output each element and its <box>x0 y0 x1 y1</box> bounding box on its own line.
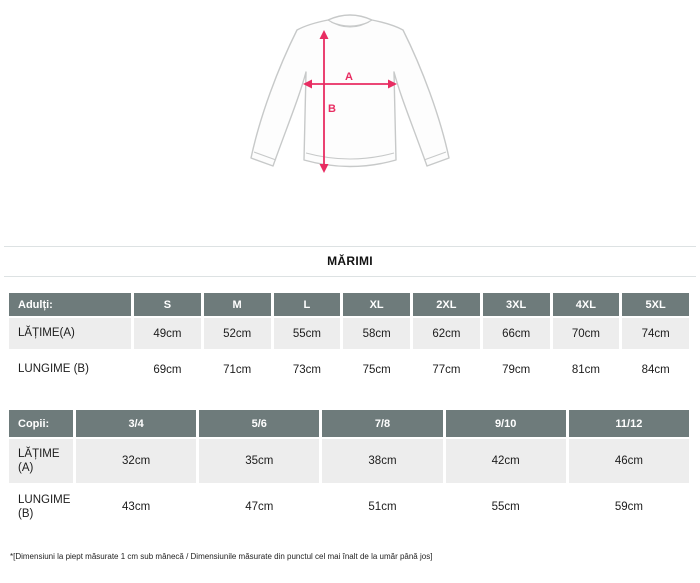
shirt-outline <box>250 14 450 168</box>
row-label: LĂȚIME(A) <box>9 318 131 349</box>
value-cell: 35cm <box>199 439 320 483</box>
arrowhead-up-icon <box>319 30 329 39</box>
adults-length-row: LUNGIME (B) 69cm 71cm 73cm 75cm 77cm 79c… <box>9 351 689 388</box>
size-header-cell: 11/12 <box>568 410 689 437</box>
children-width-row: LĂȚIME (A) 32cm 35cm 38cm 42cm 46cm <box>9 439 689 483</box>
row-label: LĂȚIME (A) <box>9 439 73 483</box>
value-cell: 47cm <box>199 485 320 529</box>
size-header-cell: 5XL <box>622 293 689 316</box>
size-header-cell: L <box>273 293 341 316</box>
value-cell: 79cm <box>482 351 550 388</box>
children-header-row: Copii: 3/4 5/6 7/8 9/10 11/12 <box>9 410 689 437</box>
value-cell: 42cm <box>445 439 566 483</box>
row-label: LUNGIME (B) <box>9 351 131 388</box>
arrowhead-down-icon <box>319 164 329 173</box>
value-cell: 74cm <box>622 318 689 349</box>
size-header-cell: XL <box>343 293 410 316</box>
size-header-cell: 3XL <box>482 293 550 316</box>
value-cell: 32cm <box>76 439 197 483</box>
length-arrow-label: B <box>328 103 336 115</box>
value-cell: 51cm <box>322 485 443 529</box>
width-arrow-label: A <box>345 71 353 83</box>
adults-group-label: Adulți: <box>9 293 131 316</box>
adults-size-table: Adulți: S M L XL 2XL 3XL 4XL 5XL LĂȚIME(… <box>6 291 692 390</box>
value-cell: 71cm <box>203 351 271 388</box>
value-cell: 77cm <box>413 351 480 388</box>
value-cell: 66cm <box>482 318 550 349</box>
children-size-table: Copii: 3/4 5/6 7/8 9/10 11/12 LĂȚIME (A)… <box>6 408 692 531</box>
value-cell: 69cm <box>134 351 201 388</box>
value-cell: 59cm <box>568 485 689 529</box>
size-header-cell: 3/4 <box>76 410 197 437</box>
size-header-cell: 2XL <box>413 293 480 316</box>
value-cell: 73cm <box>273 351 341 388</box>
size-header-cell: 4XL <box>552 293 620 316</box>
adults-header-row: Adulți: S M L XL 2XL 3XL 4XL 5XL <box>9 293 689 316</box>
value-cell: 55cm <box>445 485 566 529</box>
size-header-cell: M <box>203 293 271 316</box>
value-cell: 81cm <box>552 351 620 388</box>
measurement-footnote: *[Dimensiuni la piept măsurate 1 cm sub … <box>10 552 433 561</box>
value-cell: 49cm <box>134 318 201 349</box>
value-cell: 75cm <box>343 351 410 388</box>
children-length-row: LUNGIME (B) 43cm 47cm 51cm 55cm 59cm <box>9 485 689 529</box>
size-header-cell: S <box>134 293 201 316</box>
arrowhead-left-icon <box>303 79 312 89</box>
value-cell: 38cm <box>322 439 443 483</box>
value-cell: 55cm <box>273 318 341 349</box>
row-label: LUNGIME (B) <box>9 485 73 529</box>
shirt-detail-lines <box>253 19 447 161</box>
size-header-cell: 5/6 <box>199 410 320 437</box>
children-group-label: Copii: <box>9 410 73 437</box>
value-cell: 43cm <box>76 485 197 529</box>
arrowhead-right-icon <box>388 79 397 89</box>
shirt-measurement-diagram: A B <box>250 14 450 173</box>
value-cell: 58cm <box>343 318 410 349</box>
adults-width-row: LĂȚIME(A) 49cm 52cm 55cm 58cm 62cm 66cm … <box>9 318 689 349</box>
value-cell: 62cm <box>413 318 480 349</box>
value-cell: 84cm <box>622 351 689 388</box>
measurement-arrows <box>303 30 397 173</box>
size-header-cell: 9/10 <box>445 410 566 437</box>
value-cell: 70cm <box>552 318 620 349</box>
page-title: MĂRIMI <box>327 254 373 268</box>
title-band: MĂRIMI <box>4 246 696 277</box>
value-cell: 52cm <box>203 318 271 349</box>
value-cell: 46cm <box>568 439 689 483</box>
size-header-cell: 7/8 <box>322 410 443 437</box>
